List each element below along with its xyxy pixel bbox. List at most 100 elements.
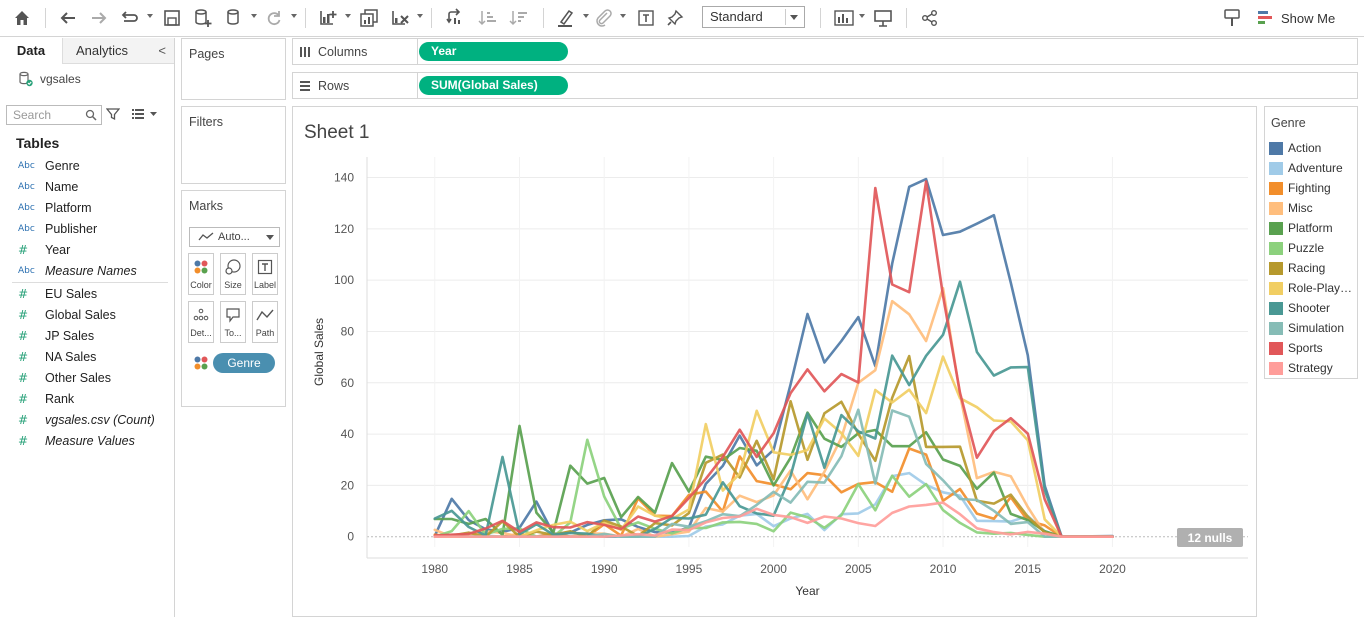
- field-name[interactable]: Abc Name: [18, 178, 78, 196]
- present-mode-icon[interactable]: [871, 6, 895, 30]
- field-year[interactable]: # Year: [18, 241, 70, 259]
- number-type-icon: #: [18, 243, 29, 257]
- new-datasource-icon[interactable]: [191, 6, 215, 30]
- tab-data-label: Data: [16, 43, 46, 58]
- filter-icon[interactable]: [105, 107, 121, 124]
- label-button[interactable]: Label: [252, 253, 278, 295]
- marks-card-title: Marks: [189, 199, 224, 213]
- undo-icon[interactable]: [56, 6, 80, 30]
- group-icon[interactable]: [592, 6, 616, 30]
- mark-type-select[interactable]: Auto...: [189, 227, 280, 247]
- label-icon[interactable]: [634, 6, 658, 30]
- pages-card-title: Pages: [189, 47, 225, 61]
- legend-item[interactable]: Role-Playing: [1269, 279, 1354, 297]
- legend-item[interactable]: Simulation: [1269, 319, 1344, 337]
- datasource-dropdown-caret[interactable]: [251, 14, 257, 18]
- field-jp-sales[interactable]: # JP Sales: [18, 327, 94, 345]
- color-legend: Genre Action Adventure Fighting Misc Platfor…: [1264, 106, 1358, 379]
- genre-color-pill[interactable]: Genre: [213, 353, 275, 373]
- filters-card[interactable]: Filters: [181, 106, 286, 184]
- legend-label: Strategy: [1288, 361, 1333, 375]
- datasource-item[interactable]: vgsales: [18, 71, 81, 87]
- highlight-dropdown-caret[interactable]: [583, 14, 589, 18]
- field-eu-sales[interactable]: # EU Sales: [18, 285, 97, 303]
- series-line-sports[interactable]: [433, 180, 1114, 539]
- color-button[interactable]: Color: [188, 253, 214, 295]
- legend-item[interactable]: Shooter: [1269, 299, 1330, 317]
- highlight-icon[interactable]: [554, 6, 578, 30]
- toolbar-separator: [543, 8, 544, 28]
- sort-desc-icon[interactable]: [507, 6, 531, 30]
- legend-item[interactable]: Puzzle: [1269, 239, 1324, 257]
- replay-icon[interactable]: [117, 6, 141, 30]
- group-dropdown-caret[interactable]: [620, 14, 626, 18]
- view-options-icon[interactable]: [132, 108, 158, 123]
- tab-data[interactable]: Data: [0, 38, 62, 64]
- field-vgsales-csv-count[interactable]: # vgsales.csv (Count): [18, 411, 155, 429]
- series-line-action[interactable]: [433, 177, 1114, 539]
- legend-item[interactable]: Racing: [1269, 259, 1325, 277]
- search-input[interactable]: Search: [6, 105, 102, 125]
- field-platform[interactable]: Abc Platform: [18, 199, 92, 217]
- number-type-icon: #: [18, 350, 29, 364]
- field-global-sales[interactable]: # Global Sales: [18, 306, 116, 324]
- series-line-shooter[interactable]: [433, 280, 1114, 539]
- legend-item[interactable]: Fighting: [1269, 179, 1331, 197]
- legend-swatch: [1269, 281, 1283, 295]
- tooltip-button[interactable]: To...: [220, 301, 246, 343]
- y-tick-label: 80: [341, 324, 355, 338]
- datasource-icon[interactable]: [222, 6, 246, 30]
- string-type-icon: Abc: [18, 266, 35, 276]
- legend-item[interactable]: Sports: [1269, 339, 1323, 357]
- new-worksheet-icon[interactable]: [316, 6, 340, 30]
- fit-dropdown-caret[interactable]: [859, 14, 865, 18]
- field-measure-names[interactable]: Abc Measure Names: [18, 262, 137, 280]
- y-tick-label: 140: [334, 171, 354, 185]
- refresh-dropdown-caret[interactable]: [291, 14, 297, 18]
- pages-card[interactable]: Pages: [181, 38, 286, 100]
- tooltip-icon[interactable]: [1220, 6, 1244, 30]
- legend-swatch: [1269, 261, 1283, 275]
- refresh-icon[interactable]: [262, 6, 286, 30]
- series-line-racing[interactable]: [433, 354, 1114, 539]
- global-sales-pill[interactable]: SUM(Global Sales): [419, 76, 568, 95]
- clear-dropdown-caret[interactable]: [417, 14, 423, 18]
- detail-button[interactable]: Det...: [188, 301, 214, 343]
- field-other-sales[interactable]: # Other Sales: [18, 369, 111, 387]
- show-me-button[interactable]: Show Me: [1258, 8, 1335, 28]
- tab-analytics[interactable]: Analytics <: [62, 38, 174, 64]
- view-size-select[interactable]: Standard: [702, 6, 805, 28]
- field-publisher[interactable]: Abc Publisher: [18, 220, 97, 238]
- legend-item[interactable]: Action: [1269, 139, 1321, 157]
- legend-item[interactable]: Strategy: [1269, 359, 1333, 377]
- field-rank[interactable]: # Rank: [18, 390, 74, 408]
- presentation-icon[interactable]: [832, 6, 856, 30]
- pin-icon[interactable]: [663, 6, 687, 30]
- path-button[interactable]: Path: [252, 301, 278, 343]
- replay-dropdown-caret[interactable]: [147, 14, 153, 18]
- collapse-pane-icon[interactable]: <: [158, 43, 166, 58]
- swap-icon[interactable]: [443, 6, 467, 30]
- line-chart[interactable]: 0 20 40 60 80 100 120 140 1980 1985 1990 1995 2000 20…: [293, 107, 1256, 616]
- new-worksheet-dropdown-caret[interactable]: [345, 14, 351, 18]
- legend-item[interactable]: Misc: [1269, 199, 1313, 217]
- share-icon[interactable]: [918, 6, 942, 30]
- redo-icon[interactable]: [87, 6, 111, 30]
- nulls-badge[interactable]: [1177, 528, 1243, 547]
- legend-item[interactable]: Platform: [1269, 219, 1333, 237]
- field-measure-values[interactable]: # Measure Values: [18, 432, 135, 450]
- field-genre[interactable]: Abc Genre: [18, 157, 80, 175]
- legend-label: Misc: [1288, 201, 1313, 215]
- series-line-strategy[interactable]: [433, 501, 1114, 539]
- home-icon[interactable]: [10, 6, 34, 30]
- y-tick-label: 0: [347, 530, 354, 544]
- field-na-sales[interactable]: # NA Sales: [18, 348, 96, 366]
- legend-item[interactable]: Adventure: [1269, 159, 1343, 177]
- year-pill[interactable]: Year: [419, 42, 568, 61]
- legend-swatch: [1269, 141, 1283, 155]
- sort-asc-icon[interactable]: [476, 6, 500, 30]
- clear-icon[interactable]: [388, 6, 412, 30]
- duplicate-icon[interactable]: [357, 6, 381, 30]
- size-button[interactable]: Size: [220, 253, 246, 295]
- save-icon[interactable]: [160, 6, 184, 30]
